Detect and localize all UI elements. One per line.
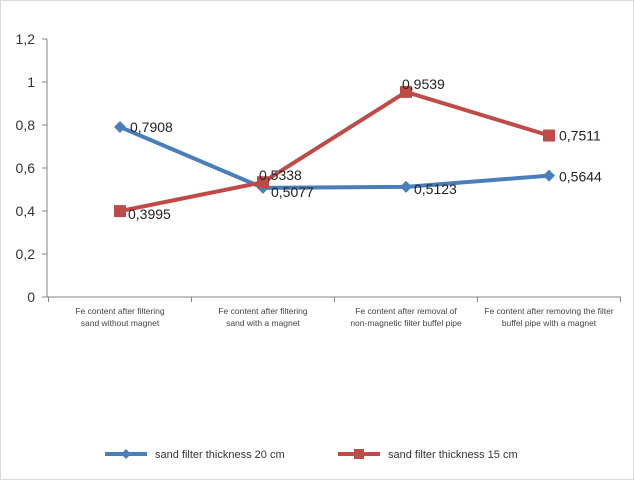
legend-label: sand filter thickness 15 cm [388, 449, 518, 461]
data-label: 0,7511 [559, 128, 601, 144]
legend-label: sand filter thickness 20 cm [155, 449, 285, 461]
axes: 0 0,2 0,4 0,6 0,8 1 1,2 [16, 31, 621, 305]
series-layer: 0,7908 0,5077 0,5123 0,5644 0,3995 0,5338 0,95… [114, 76, 602, 222]
y-tick-label: 1,2 [16, 31, 36, 47]
data-point [543, 129, 555, 142]
data-label: 0,9539 [402, 76, 445, 92]
x-tick-label: Fe content after filtering [75, 306, 165, 316]
data-point [114, 205, 126, 218]
legend-marker [121, 449, 131, 459]
y-tick-label: 0 [27, 289, 35, 305]
x-tick-label: buffel pipe with a magnet [502, 318, 597, 328]
series-line-2 [118, 89, 551, 214]
y-tick-label: 0,2 [16, 246, 36, 262]
y-tick-label: 1 [27, 74, 35, 90]
x-tick-label: Fe content after removal of [355, 306, 457, 316]
x-tick-label: sand without magnet [81, 318, 160, 328]
legend: sand filter thickness 20 cm sand filter t… [105, 449, 518, 461]
x-tick-label: non-magnetic filter buffel pipe [350, 318, 462, 328]
data-label: 0,5077 [271, 184, 314, 200]
data-label: 0,5338 [259, 167, 302, 183]
data-point [400, 85, 412, 98]
data-label: 0,5644 [559, 169, 602, 185]
y-tick-label: 0,6 [16, 160, 36, 176]
x-axis-labels: Fe content after filtering sand without m… [75, 306, 614, 328]
data-label: 0,5123 [414, 181, 457, 197]
data-point [114, 120, 126, 133]
data-label: 0,7908 [130, 119, 173, 135]
y-tick-label: 0,4 [16, 203, 36, 219]
series-line-1 [118, 124, 551, 190]
x-tick-label: Fe content after filtering [218, 306, 308, 316]
data-point [257, 176, 269, 189]
y-tick-label: 0,8 [16, 117, 36, 133]
data-point [400, 180, 412, 193]
data-label: 0,3995 [128, 206, 171, 222]
x-tick-label: sand with a magnet [226, 318, 300, 328]
x-tick-label: Fe content after removing the filter [484, 306, 614, 316]
data-point [543, 169, 555, 182]
legend-marker [354, 449, 364, 459]
